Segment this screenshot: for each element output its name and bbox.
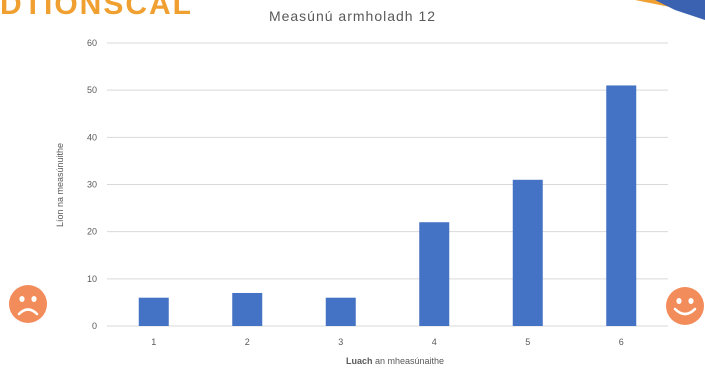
x-tick-label: 5 bbox=[525, 337, 530, 347]
y-tick-label: 30 bbox=[87, 180, 97, 190]
bar-3 bbox=[325, 297, 356, 326]
x-tick-label: 6 bbox=[619, 337, 624, 347]
corner-decoration bbox=[635, 0, 705, 20]
chart-title: Measúnú armholadh 12 bbox=[268, 8, 437, 24]
bar-2 bbox=[232, 292, 263, 326]
bar-5 bbox=[512, 179, 543, 326]
y-tick-label: 20 bbox=[87, 227, 97, 237]
x-tick-label: 2 bbox=[245, 337, 250, 347]
x-tick-label: 1 bbox=[151, 337, 156, 347]
x-axis-title: Luach an mheasúnaithe bbox=[0, 356, 705, 366]
x-axis-title-bold: Luach bbox=[345, 356, 373, 366]
bar-4 bbox=[419, 222, 450, 326]
bar-6 bbox=[606, 85, 637, 326]
y-tick-label: 40 bbox=[87, 132, 97, 142]
y-tick-label: 10 bbox=[87, 274, 97, 284]
y-tick-label: 50 bbox=[87, 85, 97, 95]
y-tick-label: 60 bbox=[87, 38, 97, 48]
x-tick-label: 3 bbox=[338, 337, 343, 347]
y-tick-label: 0 bbox=[92, 321, 97, 331]
x-tick-label: 4 bbox=[432, 337, 437, 347]
x-axis-title-rest: an mheasúnaithe bbox=[374, 356, 445, 366]
happy-face-icon bbox=[666, 287, 704, 325]
logo-text: DTIONSCAL bbox=[0, 0, 193, 21]
bar-1 bbox=[138, 297, 169, 326]
sad-face-icon bbox=[9, 285, 47, 323]
